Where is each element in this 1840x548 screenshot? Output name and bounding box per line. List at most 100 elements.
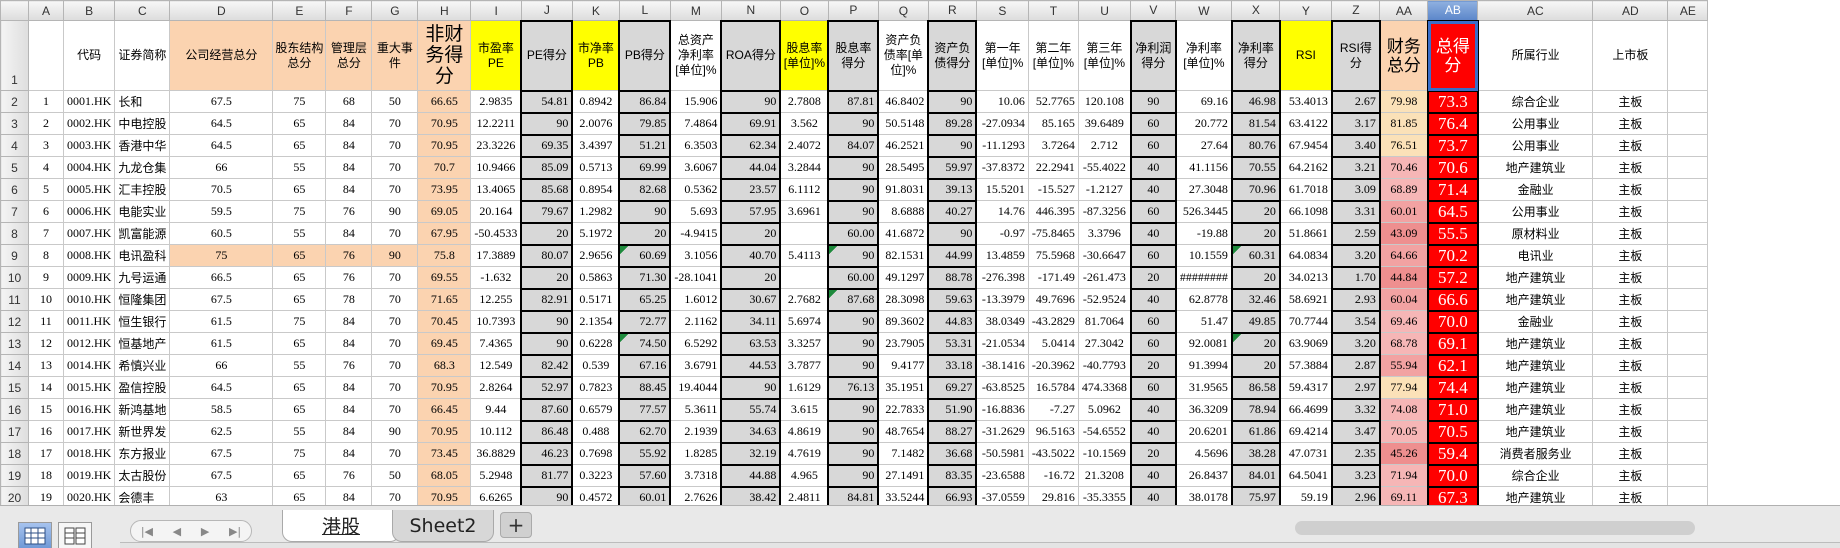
- table-cell[interactable]: 44.04: [720, 155, 782, 180]
- table-cell[interactable]: 68.78: [1379, 332, 1429, 355]
- table-cell[interactable]: 60.00: [827, 221, 880, 246]
- table-cell[interactable]: 2.1939: [669, 420, 722, 443]
- column-header-u[interactable]: U: [1077, 0, 1132, 21]
- table-cell[interactable]: 27.3042: [1077, 332, 1132, 355]
- table-cell[interactable]: 0004.HK: [62, 156, 116, 179]
- table-cell[interactable]: 6.1112: [779, 178, 829, 201]
- table-cell[interactable]: 70.6: [1426, 155, 1479, 180]
- table-cell[interactable]: 0.8954: [571, 178, 620, 201]
- table-cell[interactable]: 58.6921: [1279, 288, 1333, 311]
- column-header-p[interactable]: P: [827, 0, 879, 21]
- column-header-a[interactable]: A: [28, 0, 64, 21]
- table-cell[interactable]: 0.5713: [571, 156, 620, 179]
- column-header-f[interactable]: F: [325, 0, 373, 21]
- table-cell[interactable]: 67.95: [417, 222, 472, 245]
- column-header-o[interactable]: O: [779, 0, 829, 21]
- table-cell[interactable]: 中电控股: [114, 112, 171, 135]
- table-cell[interactable]: -40.7793: [1077, 354, 1132, 377]
- table-cell[interactable]: 65: [272, 332, 327, 355]
- table-cell[interactable]: 70.95: [417, 420, 472, 443]
- table-cell[interactable]: 73.3: [1426, 89, 1479, 114]
- table-cell[interactable]: -0.97: [975, 222, 1029, 245]
- table-cell[interactable]: 76.13: [827, 375, 880, 400]
- table-cell[interactable]: 62.1: [1426, 353, 1479, 378]
- table-cell[interactable]: 30.67: [720, 287, 782, 312]
- row-header[interactable]: 2: [0, 90, 29, 113]
- table-cell[interactable]: 71.30: [618, 265, 672, 290]
- column-header-w[interactable]: W: [1175, 0, 1233, 21]
- table-cell[interactable]: 消费者服务业: [1477, 442, 1594, 465]
- table-cell[interactable]: 40: [1129, 155, 1177, 180]
- field-header-cell[interactable]: 第三年[单位]%: [1077, 20, 1132, 91]
- table-cell[interactable]: 63.9069: [1279, 332, 1333, 355]
- first-sheet-button[interactable]: |◀: [140, 524, 153, 538]
- table-cell[interactable]: 主板: [1592, 376, 1669, 399]
- table-cell[interactable]: 57.95: [720, 199, 782, 224]
- column-header-j[interactable]: J: [520, 0, 573, 21]
- next-sheet-button[interactable]: ▶: [200, 524, 210, 538]
- table-cell[interactable]: 72.77: [618, 309, 672, 334]
- table-cell[interactable]: 63.4122: [1279, 112, 1333, 135]
- table-cell[interactable]: 0015.HK: [62, 376, 116, 399]
- table-cell[interactable]: 1.6012: [669, 288, 722, 311]
- horizontal-scrollbar[interactable]: [1295, 521, 1695, 535]
- table-cell[interactable]: 公用事业: [1477, 112, 1594, 135]
- column-header-m[interactable]: M: [669, 0, 722, 21]
- table-cell[interactable]: 51.8661: [1279, 222, 1333, 245]
- table-cell[interactable]: 0018.HK: [62, 442, 116, 465]
- table-cell[interactable]: 40.70: [720, 243, 782, 268]
- table-cell[interactable]: -16.72: [1027, 464, 1079, 487]
- table-cell[interactable]: 2.87: [1330, 353, 1381, 378]
- column-header-ad[interactable]: AD: [1592, 0, 1669, 21]
- table-cell[interactable]: [1667, 420, 1709, 443]
- table-cell[interactable]: 10: [28, 288, 64, 311]
- table-cell[interactable]: 67.5: [169, 288, 274, 311]
- table-cell[interactable]: 60.04: [1379, 288, 1429, 311]
- table-cell[interactable]: [1667, 266, 1709, 289]
- table-cell[interactable]: 2: [28, 112, 64, 135]
- table-cell[interactable]: 电能实业: [114, 200, 171, 223]
- table-cell[interactable]: 85.68: [520, 177, 574, 202]
- table-cell[interactable]: 3.7318: [669, 464, 722, 487]
- column-header-z[interactable]: Z: [1331, 0, 1381, 21]
- table-cell[interactable]: 70: [371, 288, 419, 311]
- field-header-cell[interactable]: 资产负债率[单位]%: [877, 20, 929, 91]
- table-cell[interactable]: 76: [325, 464, 373, 487]
- table-cell[interactable]: 4.965: [779, 464, 829, 487]
- table-cell[interactable]: 16.5784: [1027, 376, 1079, 399]
- field-header-cell[interactable]: PB得分: [618, 19, 672, 92]
- table-cell[interactable]: 3.2844: [779, 156, 829, 179]
- table-cell[interactable]: 60: [1129, 243, 1177, 268]
- table-cell[interactable]: 88.27: [927, 419, 978, 444]
- table-cell[interactable]: 地产建筑业: [1477, 332, 1594, 355]
- table-cell[interactable]: 87.68: [827, 287, 880, 312]
- table-cell[interactable]: 1.2982: [571, 200, 620, 223]
- table-cell[interactable]: 44.99: [927, 243, 978, 268]
- table-cell[interactable]: 66: [169, 354, 274, 377]
- table-cell[interactable]: 20: [1230, 265, 1281, 290]
- table-cell[interactable]: 73.45: [417, 442, 472, 465]
- table-cell[interactable]: 2.7682: [779, 288, 829, 311]
- table-cell[interactable]: 90: [827, 111, 880, 136]
- table-cell[interactable]: 主板: [1592, 200, 1669, 223]
- column-header-h[interactable]: H: [417, 0, 472, 21]
- row-header[interactable]: 15: [0, 376, 29, 399]
- table-cell[interactable]: 90: [371, 200, 419, 223]
- table-cell[interactable]: 21.3208: [1077, 464, 1132, 487]
- table-cell[interactable]: [1667, 464, 1709, 487]
- table-cell[interactable]: 65: [272, 376, 327, 399]
- field-header-cell[interactable]: 净利润得分: [1129, 19, 1177, 92]
- table-cell[interactable]: 3.6791: [669, 354, 722, 377]
- column-header-ab[interactable]: AB: [1427, 0, 1479, 21]
- table-cell[interactable]: 34.63: [720, 419, 782, 444]
- table-cell[interactable]: 4.7619: [779, 442, 829, 465]
- table-cell[interactable]: 地产建筑业: [1477, 354, 1594, 377]
- table-cell[interactable]: 71.4: [1426, 177, 1479, 202]
- table-cell[interactable]: 64.5: [1426, 199, 1479, 224]
- table-cell[interactable]: 恒基地产: [114, 332, 171, 355]
- table-cell[interactable]: -4.9415: [669, 222, 722, 245]
- table-cell[interactable]: [1667, 310, 1709, 333]
- row-header[interactable]: 11: [0, 288, 29, 311]
- table-cell[interactable]: -21.0534: [975, 332, 1029, 355]
- table-cell[interactable]: 83.35: [927, 463, 978, 488]
